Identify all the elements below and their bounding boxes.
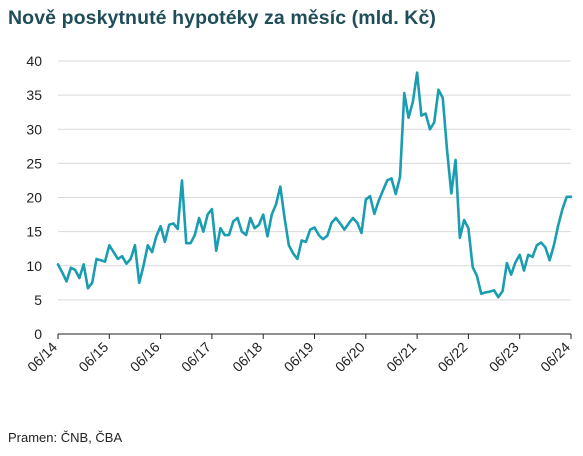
y-axis-tick-labels: 0 5 10 15 20 25 30 35 40 — [26, 53, 42, 342]
x-tick-label: 06/19 — [281, 339, 317, 375]
y-tick-label: 0 — [34, 326, 42, 342]
x-axis-tick-labels: 06/14 06/15 06/16 06/17 06/18 06/19 06/20 06/21… — [24, 339, 573, 375]
x-tick-label: 06/15 — [75, 339, 111, 375]
y-tick-label: 40 — [26, 53, 42, 69]
y-tick-label: 25 — [26, 155, 42, 171]
x-tick-label: 06/21 — [383, 339, 419, 375]
x-tick-label: 06/23 — [486, 339, 522, 375]
y-tick-label: 5 — [34, 292, 42, 308]
x-tick-label: 06/14 — [24, 339, 60, 375]
y-tick-label: 35 — [26, 87, 42, 103]
gridlines — [58, 60, 571, 301]
source-note: Pramen: ČNB, ČBA — [8, 430, 123, 445]
y-tick-label: 10 — [26, 258, 42, 274]
x-tick-label: 06/18 — [229, 339, 265, 375]
y-tick-label: 15 — [26, 224, 42, 240]
x-tick-label: 06/17 — [178, 339, 214, 375]
x-axis — [57, 333, 572, 339]
y-tick-label: 30 — [26, 121, 42, 137]
x-tick-label: 06/22 — [434, 339, 470, 375]
series-line — [56, 71, 573, 299]
x-tick-label: 06/16 — [127, 339, 163, 375]
series-layer — [56, 71, 573, 299]
x-tick-label: 06/24 — [537, 339, 573, 375]
y-tick-label: 20 — [26, 190, 42, 206]
x-tick-label: 06/20 — [332, 339, 368, 375]
chart-title: Nově poskytnuté hypotéky za měsíc (mld. … — [8, 7, 436, 29]
